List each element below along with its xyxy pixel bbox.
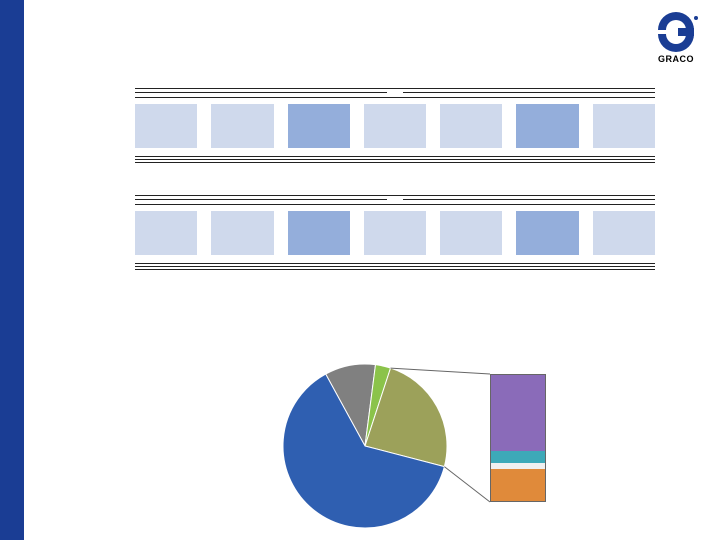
graco-logo-icon (648, 12, 704, 52)
table-block (364, 104, 426, 148)
table2-blocks-row (135, 211, 655, 255)
table1-top-rule (135, 88, 655, 89)
table-block (288, 211, 350, 255)
table-block (211, 104, 273, 148)
table-block (593, 211, 655, 255)
table1-blocks-row (135, 104, 655, 148)
table-block (516, 104, 578, 148)
brand-logo: GRACO (648, 12, 704, 64)
table-block (288, 104, 350, 148)
table2-sub-rule-right (403, 199, 655, 200)
table-block (364, 211, 426, 255)
table1-header-bottom-rule (135, 97, 655, 98)
table1-sub-rules (135, 92, 655, 93)
brand-logo-caption: GRACO (648, 54, 704, 64)
table-block (440, 104, 502, 148)
tables-region (135, 88, 655, 270)
table1-rule-1 (135, 156, 655, 157)
table-block (135, 104, 197, 148)
table-block (135, 211, 197, 255)
table2-sub-rules (135, 199, 655, 200)
pie-breakout-segment (491, 451, 545, 464)
pie-breakout-segment (491, 469, 545, 501)
table-block (211, 211, 273, 255)
table2-sub-rule-left (135, 199, 387, 200)
table2-rule-1 (135, 263, 655, 264)
table2-rule-3 (135, 269, 655, 270)
table2-header-bottom-rule (135, 204, 655, 205)
pie-breakout-segment (491, 375, 545, 451)
table1-sub-rule-right (403, 92, 655, 93)
table-block (593, 104, 655, 148)
table-block (516, 211, 578, 255)
table2-rule-2 (135, 266, 655, 267)
table-block (440, 211, 502, 255)
table2-top-rule (135, 195, 655, 196)
pie-chart-region (260, 356, 600, 540)
table1-sub-rule-left (135, 92, 387, 93)
slide-left-accent-bar (0, 0, 24, 540)
pie-chart-svg (260, 356, 600, 540)
table1-rule-2 (135, 159, 655, 160)
pie-breakout-bar (490, 374, 546, 502)
